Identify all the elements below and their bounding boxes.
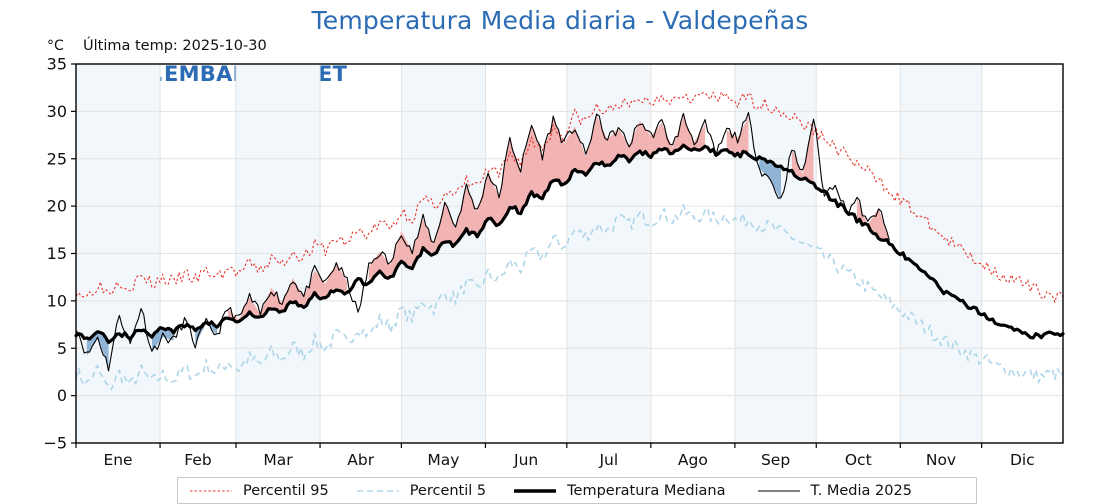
anomaly-fill-above-median	[726, 117, 749, 155]
page-title: Temperatura Media diaria - Valdepeñas	[311, 6, 809, 35]
series-line-percentil-5	[75, 203, 1064, 391]
y-tick-label: 0	[57, 386, 67, 405]
y-tick-label: 5	[57, 339, 67, 358]
x-tick-label: Ene	[103, 451, 132, 469]
y-tick-label: 25	[47, 149, 67, 168]
anomaly-fill-above-median	[368, 115, 706, 284]
y-tick-label: 10	[47, 291, 67, 310]
legend-swatch-t-media-2025	[757, 489, 800, 492]
legend-label-t-media-2025: T. Media 2025	[810, 482, 912, 499]
legend-item-percentil-95[interactable]: Percentil 95	[188, 478, 329, 503]
legend-swatch-temperatura-mediana	[514, 488, 557, 493]
legend-label-percentil-5: Percentil 5	[409, 482, 487, 499]
legend-item-temperatura-mediana[interactable]: Temperatura Mediana	[512, 478, 726, 503]
anomaly-fill-above-median	[791, 117, 814, 186]
y-tick-label: 30	[47, 102, 67, 121]
x-tick-label: Nov	[926, 451, 956, 469]
series-line-temperatura-mediana	[74, 143, 1065, 345]
series-line-t-media-2025	[75, 111, 890, 372]
y-tick-label: −5	[43, 434, 67, 453]
x-tick-label: Feb	[184, 451, 211, 469]
y-tick-label: 35	[47, 55, 67, 74]
x-tick-label: Ago	[678, 451, 708, 469]
x-tick-label: May	[427, 451, 459, 469]
x-tick-label: Jun	[513, 451, 538, 469]
x-tick-label: Mar	[263, 451, 293, 469]
last-temp-subtitle: Última temp: 2025-10-30	[83, 38, 267, 54]
anomaly-fill-below-median	[86, 331, 109, 368]
x-tick-label: Dic	[1010, 451, 1035, 469]
y-tick-label: 15	[47, 244, 67, 263]
legend-label-percentil-95: Percentil 95	[243, 482, 329, 499]
x-tick-label: Oct	[845, 451, 872, 469]
legend-swatch-percentil-5	[356, 489, 399, 492]
anomaly-fill-below-median	[151, 327, 174, 353]
anomaly-fill-below-median	[759, 158, 781, 201]
x-tick-label: Sep	[761, 451, 790, 469]
legend-item-percentil-5[interactable]: Percentil 5	[355, 478, 486, 503]
legend-swatch-percentil-95	[190, 490, 232, 491]
y-tick-label: 20	[47, 197, 67, 216]
anomaly-fill-above-median	[856, 198, 890, 245]
y-axis-unit-label: °C	[47, 38, 64, 54]
series-line-percentil-95	[75, 91, 1064, 303]
x-tick-label: Jul	[598, 451, 618, 469]
x-tick-label: Abr	[347, 451, 374, 469]
legend-label-temperatura-mediana: Temperatura Mediana	[567, 482, 726, 499]
legend-item-t-media-2025[interactable]: T. Media 2025	[756, 478, 912, 503]
